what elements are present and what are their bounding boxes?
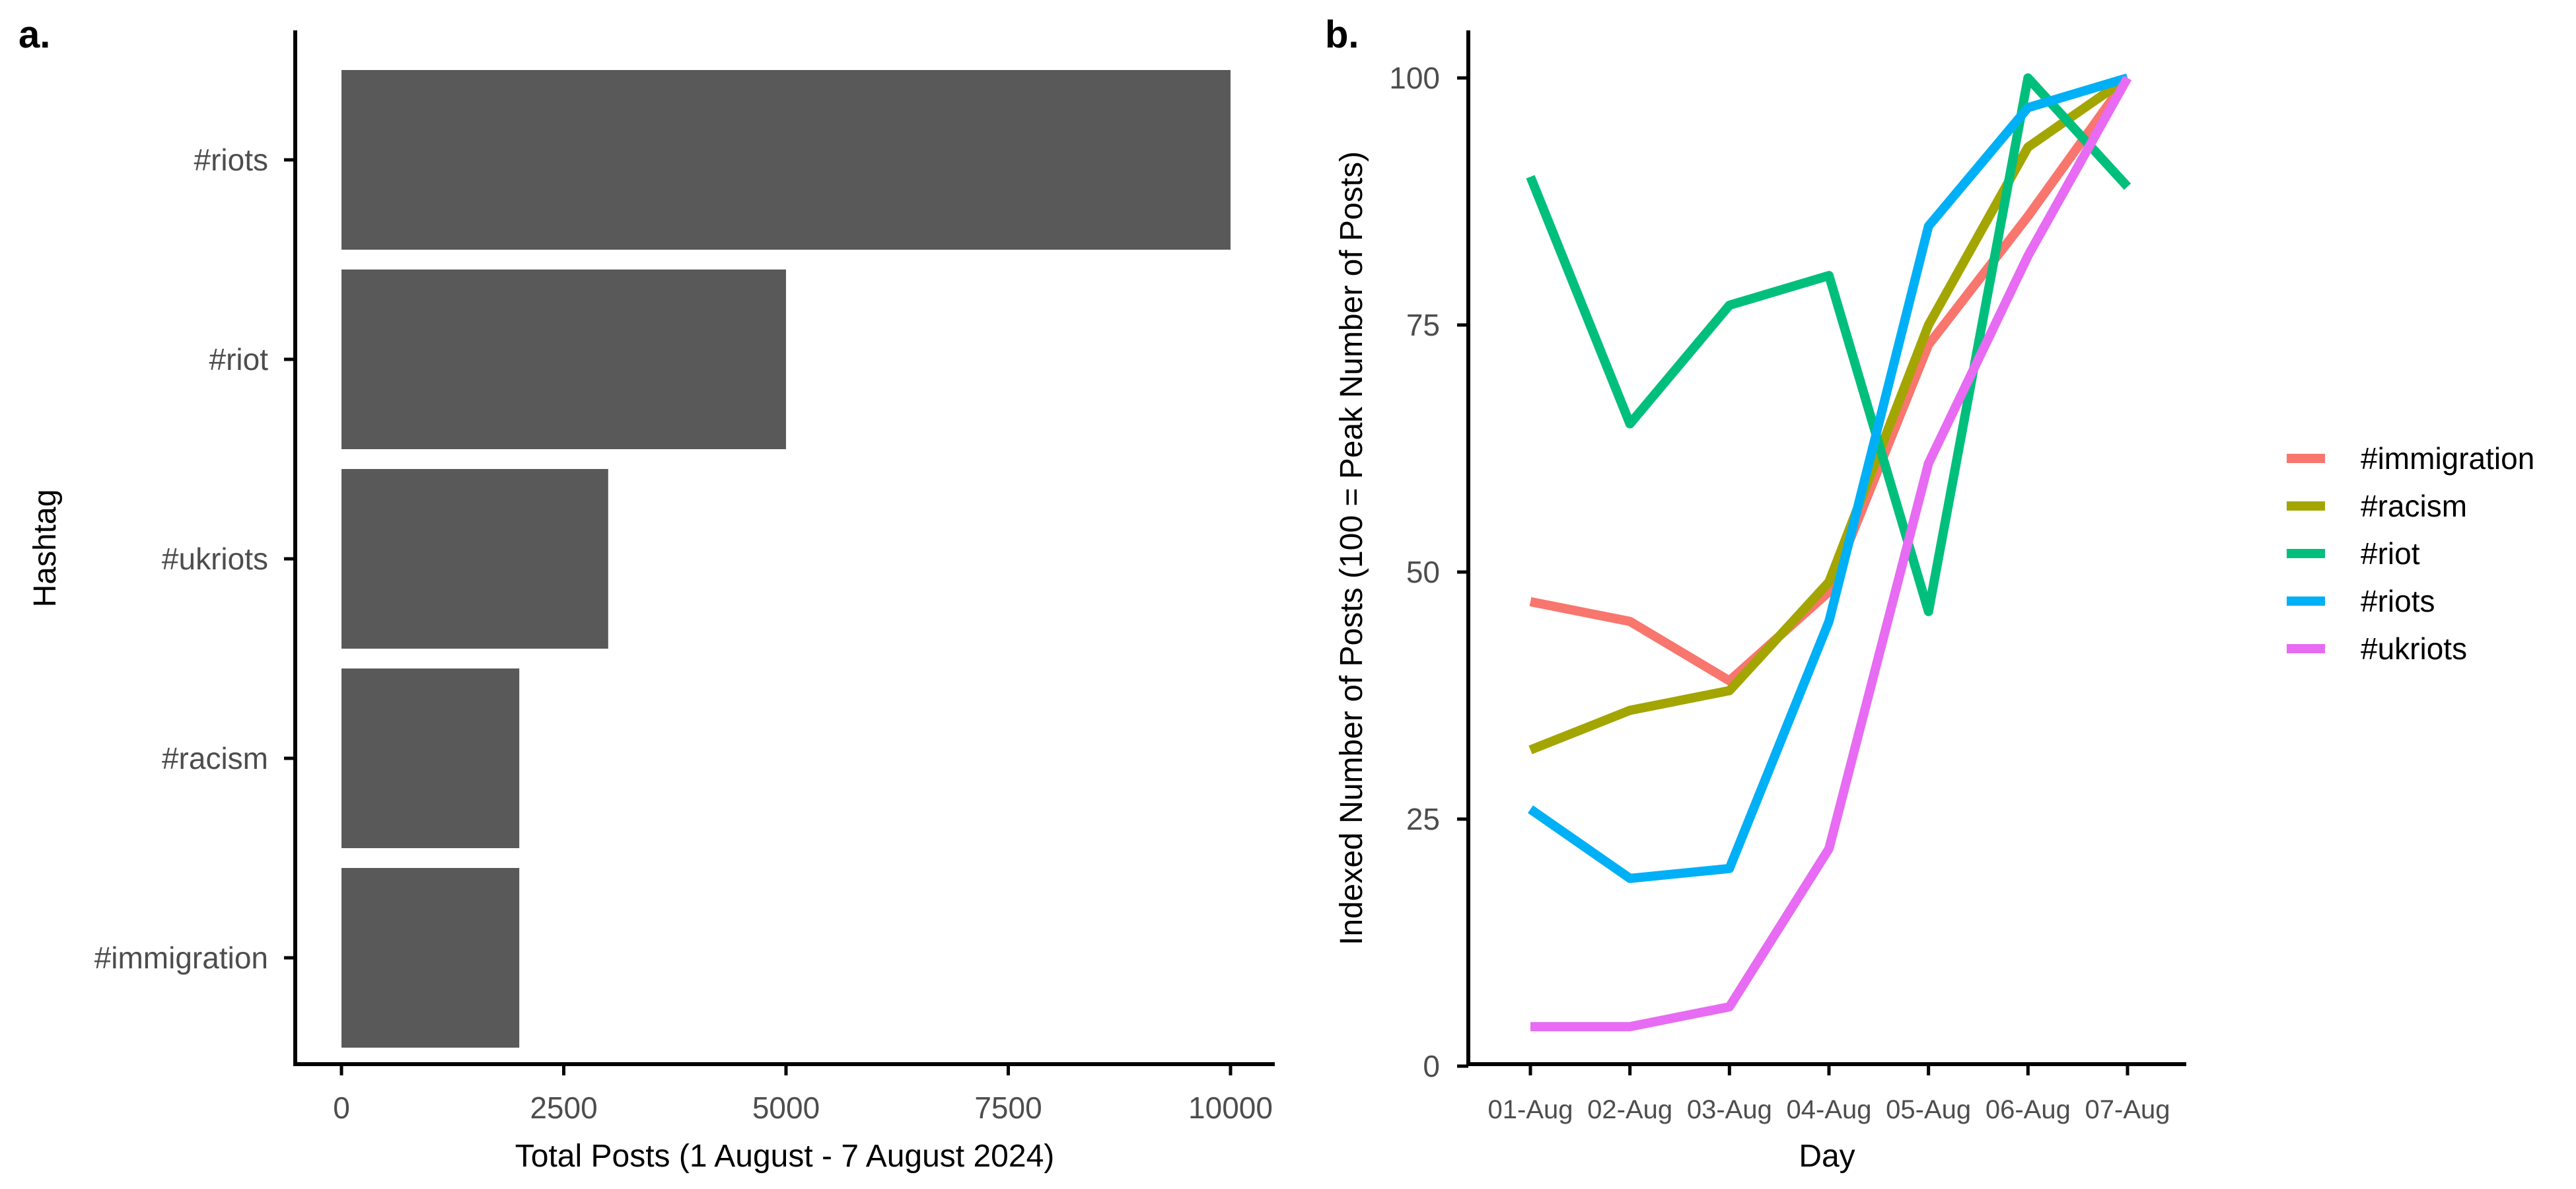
legend-label-racism: #racism	[2361, 489, 2467, 523]
panel-a-label: a.	[18, 13, 50, 56]
x-axis-title: Day	[1799, 1139, 1855, 1174]
y-tick-label: 0	[1423, 1049, 1440, 1083]
y-axis-title: Hashtag	[28, 489, 63, 608]
bars-group	[341, 70, 1231, 1048]
y-axis-title: Indexed Number of Posts (100 = Peak Numb…	[1334, 151, 1369, 945]
legend-label-riots: #riots	[2361, 584, 2435, 618]
x-tick-label: 05-Aug	[1886, 1095, 1971, 1124]
x-tick-label: 7500	[974, 1091, 1042, 1125]
x-tick-label: 06-Aug	[1986, 1095, 2071, 1124]
legend-label-riot: #riot	[2361, 536, 2420, 571]
x-axis-ticks: 0 2500 5000 7500 10000	[333, 1064, 1273, 1125]
series-line-riots	[1528, 73, 2129, 883]
lines-group	[1526, 73, 2132, 1032]
series-line-immigration	[1529, 75, 2131, 686]
x-tick-label: 0	[333, 1091, 350, 1125]
y-tick-label: #ukriots	[162, 542, 268, 576]
y-tick-label: 100	[1389, 61, 1440, 95]
x-axis-ticks: 01-Aug 02-Aug 03-Aug 04-Aug 05-Aug 06-Aug 07-A…	[1488, 1064, 2170, 1124]
x-tick-label: 03-Aug	[1687, 1095, 1772, 1124]
y-tick-label: 25	[1406, 802, 1440, 836]
x-tick-label: 01-Aug	[1488, 1095, 1573, 1124]
x-tick-label: 2500	[530, 1091, 597, 1125]
x-tick-label: 5000	[752, 1091, 820, 1125]
y-axis-ticks: #riots #riot #ukriots #racism #immigration	[94, 143, 295, 975]
y-tick-label: 50	[1406, 555, 1440, 589]
bar-ukriots	[341, 469, 608, 649]
panel-b-label: b.	[1325, 13, 1359, 56]
bar-immigration	[341, 868, 520, 1048]
y-tick-label: 75	[1406, 308, 1440, 342]
y-tick-label: #racism	[162, 741, 268, 775]
panel-a-bar-chart: a. #riots #riot #ukriots #racism #immigratio…	[18, 13, 1275, 1174]
y-tick-label: #riot	[209, 342, 269, 377]
y-axis-ticks: 0 25 50 75 100	[1389, 61, 1468, 1083]
bar-racism	[341, 668, 520, 848]
x-tick-label: 04-Aug	[1787, 1095, 1872, 1124]
x-tick-label: 02-Aug	[1587, 1095, 1672, 1124]
x-tick-label: 07-Aug	[2085, 1095, 2170, 1124]
bar-riot	[341, 270, 786, 449]
y-tick-label: #immigration	[94, 941, 268, 975]
legend-label-ukriots: #ukriots	[2361, 631, 2467, 666]
y-tick-label: #riots	[194, 143, 268, 177]
series-line-riot	[1526, 73, 2131, 616]
legend: #immigration #racism #riot #riots #ukriots	[2287, 441, 2534, 666]
x-tick-label: 10000	[1188, 1091, 1273, 1125]
panel-b-line-chart: b. 0 25 50 75 100 01-Aug 02-Aug 03-Aug 04-Aug 05…	[1325, 13, 2534, 1174]
x-axis-title: Total Posts (1 August - 7 August 2024)	[515, 1139, 1055, 1174]
bar-riots	[341, 70, 1231, 250]
series-line-ukriots	[1530, 75, 2132, 1032]
series-line-racism	[1528, 74, 2130, 754]
legend-label-immigration: #immigration	[2361, 441, 2534, 476]
